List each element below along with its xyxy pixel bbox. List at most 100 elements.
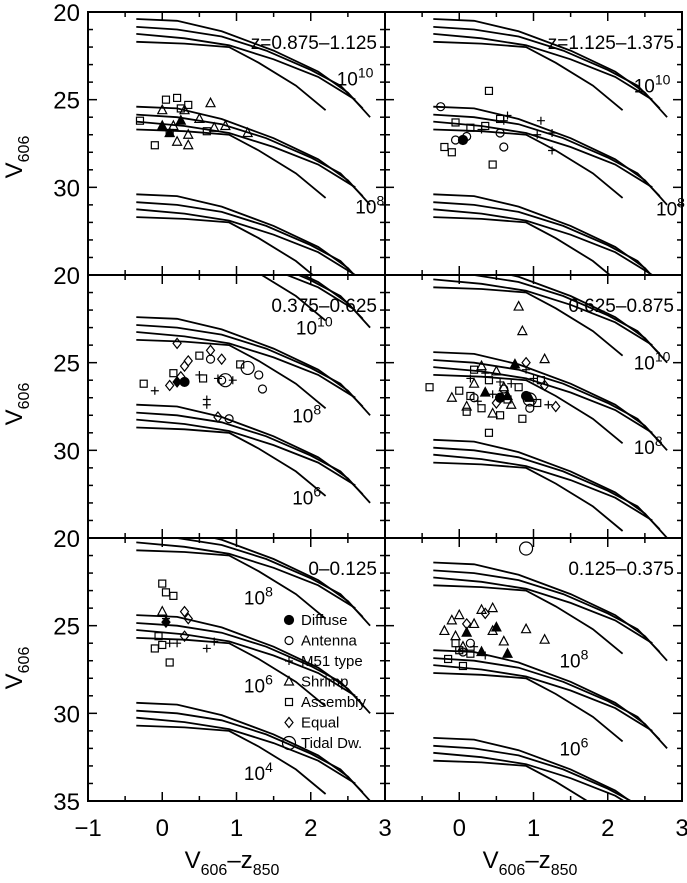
model-track (433, 208, 653, 275)
y-tick-label: 35 (53, 789, 80, 816)
data-point-square (173, 93, 182, 103)
svg-text:V606–z850: V606–z850 (483, 847, 578, 879)
data-point-square (135, 116, 145, 125)
data-point-square (425, 383, 434, 392)
mass-label: 108 (634, 433, 663, 459)
ylabel-sub: 606 (16, 136, 33, 163)
y-tick-label: 20 (53, 526, 80, 553)
xlabel-main2: z (241, 847, 253, 874)
data-point-square (484, 428, 494, 437)
model-track (433, 664, 653, 732)
data-point-square (458, 661, 468, 671)
legend-label: Assembly (301, 694, 367, 711)
model-track (433, 216, 612, 275)
ylabel-main: V (1, 162, 28, 178)
data-point-plus (228, 376, 237, 385)
model-track (433, 569, 661, 653)
x-tick-label: 0 (453, 815, 466, 842)
model-track (136, 193, 356, 275)
data-points (150, 579, 219, 667)
data-point-plus (503, 111, 512, 120)
data-point-square (444, 654, 453, 664)
legend-entry: Shrimp (283, 674, 349, 691)
data-point-triangle (219, 119, 231, 131)
data-point-square (150, 141, 159, 150)
model-track (136, 216, 315, 275)
model-track (433, 672, 624, 743)
data-point-square (195, 351, 204, 360)
data-point-triangle (487, 407, 499, 418)
data-points (425, 300, 561, 437)
data-point-triangle (156, 103, 168, 115)
mass-label: 104 (244, 759, 273, 785)
redshift-label: 0–0.125 (308, 559, 377, 580)
legend-label: Shrimp (301, 674, 349, 691)
data-point-square (161, 95, 171, 104)
model-tracks (136, 18, 371, 275)
y-tick-label: 25 (53, 351, 80, 378)
data-point-triangle (513, 300, 525, 311)
model-track (162, 538, 364, 618)
model-tracks (136, 275, 371, 504)
data-point-open-circle (205, 354, 216, 364)
data-point-open-circle (525, 403, 535, 413)
panels-layer: 202530z=0.875–1.1251010108z=1.125–1.3751… (53, 0, 687, 842)
data-point-filled-circle (457, 134, 469, 146)
data-point-triangle (450, 629, 462, 641)
data-point-plus (529, 374, 538, 383)
data-point-square (462, 407, 471, 416)
data-point-diamond (205, 344, 216, 357)
y-tick-label: 30 (53, 701, 80, 728)
data-point-square (488, 160, 497, 169)
data-point-square (169, 591, 178, 600)
data-point-plus (165, 639, 174, 648)
model-tracks (136, 538, 371, 801)
model-track (136, 426, 327, 497)
model-track (136, 120, 356, 189)
model-track (433, 193, 653, 275)
data-point-square (451, 118, 460, 127)
model-track (284, 275, 356, 311)
data-points (438, 541, 551, 671)
mass-label: 108 (244, 584, 273, 610)
data-point-open-circle (257, 384, 268, 394)
data-point-triangle (167, 119, 179, 131)
xlabel-main: V (483, 847, 499, 874)
model-track (136, 331, 356, 399)
data-point-big-open-circle (518, 541, 534, 556)
data-point-diamond (172, 337, 182, 350)
data-point-square (484, 86, 494, 96)
model-track (260, 275, 327, 322)
data-point-triangle (505, 398, 517, 409)
data-point-square (158, 640, 167, 650)
y-axis-label-bottom: V606 (1, 647, 33, 690)
legend-label: Antenna (301, 633, 358, 650)
model-track (433, 453, 653, 522)
redshift-label: 0.625–0.875 (568, 296, 674, 317)
xlabel-sub1: 606 (201, 862, 228, 879)
data-points (436, 86, 557, 169)
ylabel-sub: 606 (16, 647, 33, 674)
data-point-plus (481, 369, 490, 378)
data-point-plus (533, 130, 542, 139)
data-point-diamond (480, 607, 491, 620)
model-track (433, 359, 661, 443)
data-point-triangle (208, 121, 220, 132)
data-point-triangle (476, 359, 488, 371)
data-point-diamond (216, 353, 227, 366)
xlabel-sub2: 850 (253, 862, 280, 879)
data-point-triangle (205, 96, 217, 108)
data-point-triangle (446, 614, 458, 625)
panel-p6: 0.125–0.375 108 106 0 1 2 3 (384, 537, 687, 842)
model-track (136, 113, 364, 197)
data-point-square (150, 644, 159, 653)
y-tick-label: 30 (53, 175, 80, 202)
model-track (433, 751, 626, 801)
model-tracks (433, 275, 668, 538)
data-point-square (161, 588, 171, 597)
data-point-filled-triangle (175, 114, 187, 125)
data-point-square (495, 411, 505, 420)
ylabel-sub: 606 (16, 383, 33, 410)
data-point-triangle (539, 633, 551, 644)
y-axis-label-top: V606 (1, 136, 33, 179)
